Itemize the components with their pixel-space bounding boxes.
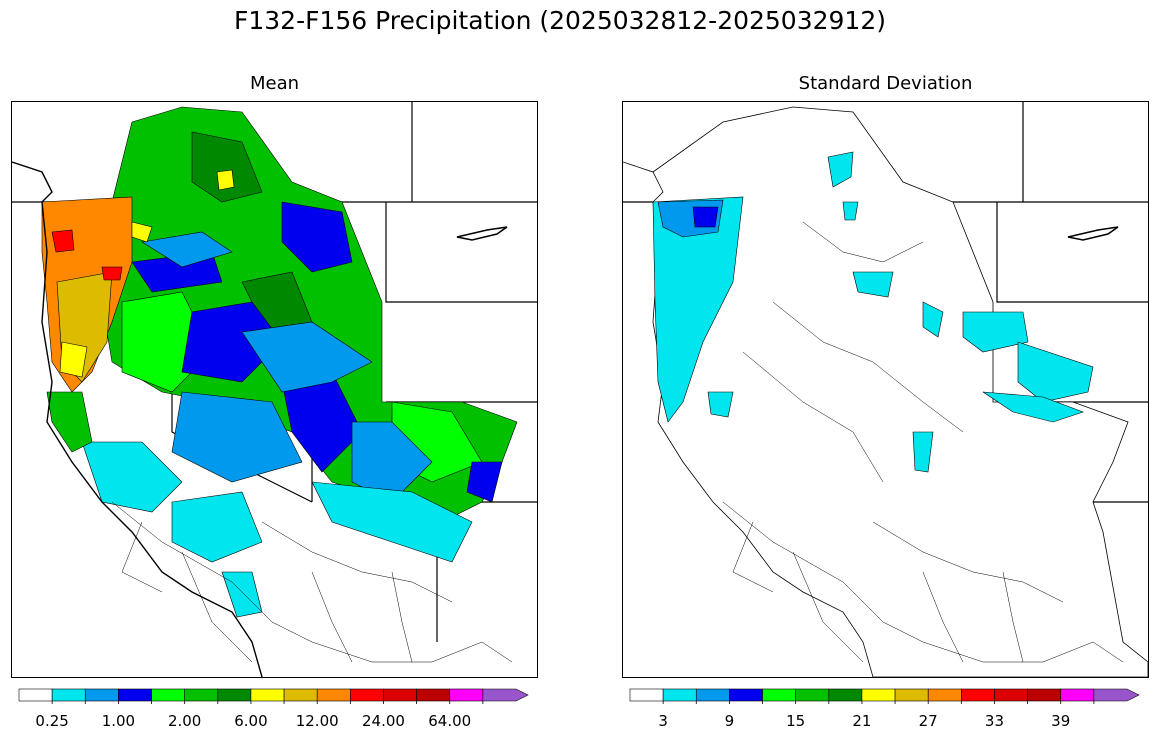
colorbar-segment — [828, 688, 863, 702]
figure-title: F132-F156 Precipitation (2025032812-2025… — [233, 6, 886, 35]
colorbar-segment — [629, 688, 664, 702]
colorbar-segment — [217, 688, 252, 702]
colorbar-segment — [1060, 688, 1095, 702]
colorbar-tick-label: 27 — [918, 712, 938, 730]
colorbar-stdev — [629, 688, 1142, 704]
colorbar-segment — [250, 688, 285, 702]
colorbar-segment — [482, 688, 529, 702]
colorbar-segment — [961, 688, 995, 702]
basin-regions — [41, 106, 518, 618]
colorbar-segment — [118, 688, 152, 702]
colorbar-segment — [729, 688, 763, 702]
map-panel-mean — [11, 101, 538, 678]
basin-outlines — [722, 221, 1124, 663]
colorbar-tick-label: 1.00 — [101, 712, 136, 730]
colorbar-segment — [762, 688, 796, 702]
colorbar-tick-label: 9 — [724, 712, 735, 730]
colorbar-segment — [350, 688, 384, 702]
colorbar-stdev-svg — [629, 688, 1140, 704]
colorbar-tick-label: 0.25 — [35, 712, 69, 730]
panel-title-mean: Mean — [249, 73, 300, 94]
colorbar-segment — [927, 688, 962, 702]
colorbar-tick-label: 6.00 — [234, 712, 268, 730]
lake-shape — [456, 226, 508, 241]
colorbar-segment — [1093, 688, 1140, 702]
colorbar-tick-label: 15 — [786, 712, 806, 730]
colorbar-tick-label: 24.00 — [361, 712, 405, 730]
colorbar-tick-label: 12.00 — [295, 712, 339, 730]
colorbar-segment — [18, 688, 53, 702]
coastline — [12, 161, 263, 677]
colorbar-segment — [795, 688, 830, 702]
colorbar-mean — [18, 688, 531, 704]
colorbar-mean-svg — [18, 688, 529, 704]
basin-outlines — [111, 501, 513, 663]
colorbar-segment — [51, 688, 86, 702]
colorbar-segment — [184, 688, 219, 702]
panel-title-stdev: Standard Deviation — [798, 73, 973, 94]
colorbar-tick-label: 33 — [984, 712, 1004, 730]
lake-shape — [1067, 226, 1119, 241]
colorbar-segment — [84, 688, 119, 702]
colorbar-segment — [283, 688, 318, 702]
colorbar-segment — [662, 688, 697, 702]
basin-regions — [652, 151, 1094, 473]
colorbar-segment — [449, 688, 484, 702]
colorbar-segment — [383, 688, 417, 702]
map-stdev-svg — [623, 102, 1148, 677]
colorbar-tick-label: 39 — [1051, 712, 1071, 730]
colorbar-segment — [1027, 688, 1062, 702]
colorbar-tick-label: 64.00 — [428, 712, 472, 730]
colorbar-tick-label: 3 — [658, 712, 668, 730]
colorbar-segment — [316, 688, 351, 702]
map-panel-stdev — [622, 101, 1149, 678]
colorbar-segment — [695, 688, 730, 702]
colorbar-segment — [994, 688, 1028, 702]
colorbar-tick-label: 21 — [852, 712, 872, 730]
colorbar-segment — [894, 688, 929, 702]
colorbar-tick-label: 2.00 — [167, 712, 202, 730]
map-mean-svg — [12, 102, 537, 677]
colorbar-segment — [416, 688, 451, 702]
colorbar-segment — [861, 688, 896, 702]
colorbar-segment — [151, 688, 185, 702]
